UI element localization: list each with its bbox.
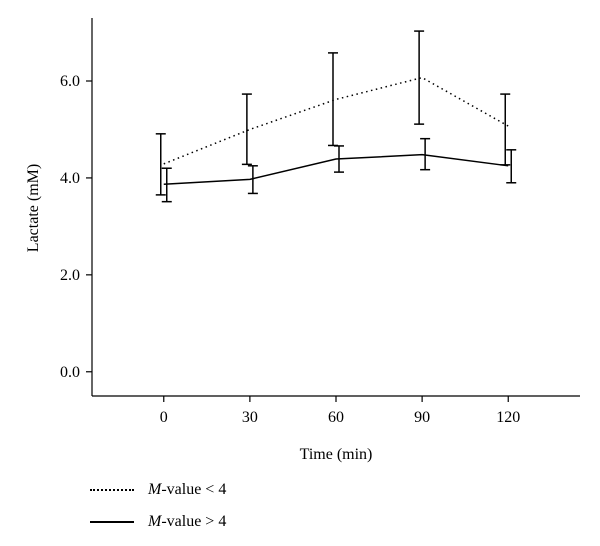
legend-label-mvalue-lt4: M-value < 4: [148, 481, 227, 498]
legend-solid-line: [90, 521, 134, 523]
series-2: [161, 137, 517, 203]
legend-dotted-line: [90, 489, 134, 491]
x-tick-label: 60: [328, 409, 344, 426]
x-tick-label: 120: [496, 409, 520, 426]
x-tick-label: 30: [242, 409, 258, 426]
series-layer: [155, 30, 517, 203]
x-axis-label: Time (min): [300, 446, 373, 463]
series-line: [163, 153, 509, 185]
y-tick-label: 6.0: [60, 73, 80, 90]
x-tick-label: 0: [160, 409, 168, 426]
x-tick-label: 90: [414, 409, 430, 426]
series-line: [163, 76, 509, 165]
y-tick-label: 2.0: [60, 267, 80, 284]
legend-item-dotted: M-value < 4: [90, 474, 350, 506]
y-tick-label: 4.0: [60, 170, 80, 187]
y-axis-label: Lactate (mM): [25, 164, 42, 252]
axes: 0.0 2.0 4.0 6.0 0 30 60 90 120: [60, 18, 580, 426]
legend-label-mvalue-gt4: M-value > 4: [148, 513, 227, 530]
y-tick-label: 0.0: [60, 364, 80, 381]
legend: M-value < 4 M-value > 4: [90, 474, 350, 538]
series-1: [155, 30, 511, 196]
legend-item-solid: M-value > 4: [90, 506, 350, 538]
